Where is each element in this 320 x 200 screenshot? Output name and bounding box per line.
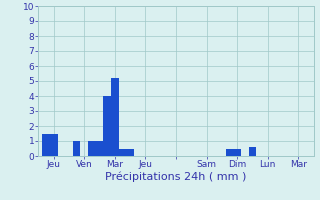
Bar — [226, 148, 233, 156]
Bar — [103, 96, 111, 156]
X-axis label: Précipitations 24h ( mm ): Précipitations 24h ( mm ) — [105, 172, 247, 182]
Bar — [42, 134, 50, 156]
Bar — [88, 141, 96, 156]
Bar — [73, 141, 80, 156]
Bar — [126, 148, 134, 156]
Bar — [96, 141, 103, 156]
Bar — [249, 147, 256, 156]
Bar — [50, 134, 58, 156]
Bar — [119, 148, 126, 156]
Bar — [233, 148, 241, 156]
Bar — [111, 78, 119, 156]
